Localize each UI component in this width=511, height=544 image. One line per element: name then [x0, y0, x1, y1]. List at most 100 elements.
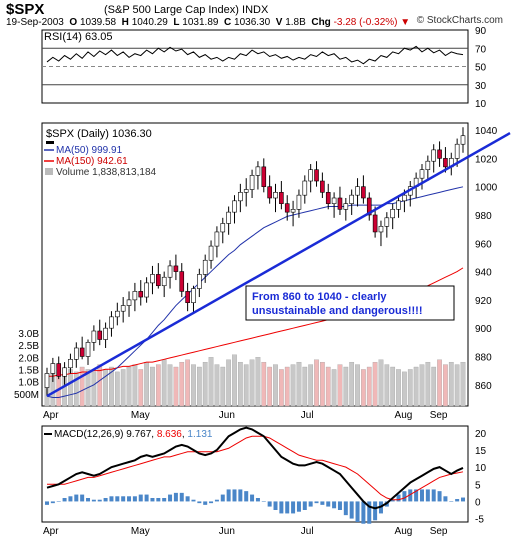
volume-bar [267, 366, 272, 407]
macd-histogram-bar [255, 498, 260, 502]
price-legend-swatch [46, 141, 54, 144]
candle-body [120, 305, 126, 312]
macd-histogram-bar [97, 499, 102, 502]
month-label: Aug [395, 410, 413, 421]
volume-bar [419, 364, 425, 407]
volume-bar [126, 366, 132, 407]
volume-bar [114, 371, 120, 407]
ma50-line [46, 186, 464, 399]
macd-histogram-bar [162, 498, 167, 502]
macd-month-label: Jul [301, 526, 314, 537]
macd-histogram-bar [355, 501, 360, 522]
macd-histogram-bar [45, 501, 49, 505]
macd-histogram-bar [209, 501, 214, 504]
macd-histogram-bar [226, 489, 231, 502]
symbol-exchange: INDX [242, 4, 269, 16]
candle-body [56, 363, 62, 377]
macd-tick-label: 10 [475, 463, 487, 474]
candle-body [314, 169, 319, 182]
candle-body [214, 231, 220, 247]
volume-bar [132, 364, 138, 407]
volume-bar [460, 361, 466, 407]
macd-histogram-bar [267, 501, 272, 507]
macd-tick-label: 0 [475, 497, 481, 508]
macd-histogram-bar [173, 492, 178, 502]
candle-body [443, 158, 448, 168]
volume-bar [109, 366, 114, 407]
volume-tick-label: 500M [14, 390, 39, 401]
volume-bar [296, 361, 302, 407]
candle-body [226, 211, 231, 224]
volume-bar [73, 371, 79, 407]
volume-bar [378, 359, 384, 407]
macd-histogram-bar [156, 498, 161, 502]
volume-bar [425, 361, 431, 407]
macd-panel-frame [41, 425, 469, 523]
candle-body [220, 223, 226, 233]
macd-histogram-bar [103, 498, 108, 502]
volume-bar [431, 366, 437, 407]
ma50-legend: MA(50) 999.91 [56, 145, 123, 156]
macd-histogram-bar [250, 494, 255, 502]
volume-bar [331, 369, 337, 407]
quote-line: 19-Sep-2003 O 1039.58 H 1040.29 L 1031.8… [6, 17, 411, 28]
macd-month-label: Apr [43, 526, 59, 537]
macd-histogram-bar [132, 496, 137, 502]
macd-histogram-bar [80, 494, 85, 502]
candle-body [132, 291, 138, 301]
volume-bar [208, 357, 214, 407]
rsi-legend: RSI(14) 63.05 [44, 31, 112, 43]
volume-bar [308, 364, 314, 407]
quote-date: 19-Sep-2003 [6, 17, 64, 28]
rsi-tick-label: 10 [475, 99, 487, 110]
macd-histogram-bar [127, 496, 132, 502]
macd-tick-label: 5 [475, 480, 481, 491]
macd-histogram-bar [332, 501, 337, 509]
candle-body [191, 288, 196, 304]
month-label: Jul [301, 410, 314, 421]
macd-histogram-bar [414, 489, 419, 502]
price-tick-label: 960 [475, 239, 492, 250]
price-tick-label: 980 [475, 211, 492, 222]
candle-body [337, 197, 343, 210]
candle-body [431, 149, 437, 162]
macd-histogram-bar [367, 501, 372, 524]
volume-legend-swatch [45, 168, 53, 175]
candle-body [197, 274, 202, 289]
volume-bar [314, 359, 319, 407]
macd-histogram-bar [455, 499, 460, 502]
candle-body [425, 160, 431, 170]
price-legend: $SPX (Daily) 1036.30 [46, 128, 152, 140]
candle-body [284, 203, 290, 213]
macd-histogram-bar [437, 491, 442, 502]
volume-bar [302, 366, 308, 407]
macd-legend: MACD(12,26,9) 9.767, 8.636, 1.131 [54, 429, 213, 440]
candle-body [156, 274, 161, 287]
volume-bar [349, 361, 355, 407]
candle-body [238, 192, 243, 202]
quote-low: 1031.89 [182, 17, 219, 28]
volume-tick-label: 2.0B [18, 353, 39, 364]
macd-histogram-bar [150, 498, 155, 502]
volume-bar [173, 366, 179, 407]
month-label: May [131, 410, 150, 421]
volume-bar [361, 369, 366, 407]
volume-bar [355, 364, 360, 407]
candle-body [290, 209, 296, 213]
volume-bar [120, 369, 126, 407]
volume-bar [320, 361, 325, 407]
candle-body [161, 276, 167, 287]
macd-histogram-bar [408, 489, 413, 502]
volume-bar [249, 359, 255, 407]
quote-change: -3.28 (-0.32%) [333, 17, 398, 28]
price-tick-label: 920 [475, 296, 492, 307]
candle-body [384, 217, 390, 227]
brand-label: © StockCharts.com [416, 15, 503, 26]
volume-bar [68, 369, 73, 407]
quote-open: 1039.58 [79, 17, 117, 28]
volume-bar [214, 364, 220, 407]
candle-body [396, 200, 401, 210]
candle-body [91, 330, 97, 343]
macd-histogram-bar [238, 489, 243, 502]
annotation-line-1: From 860 to 1040 - clearly [252, 291, 387, 303]
